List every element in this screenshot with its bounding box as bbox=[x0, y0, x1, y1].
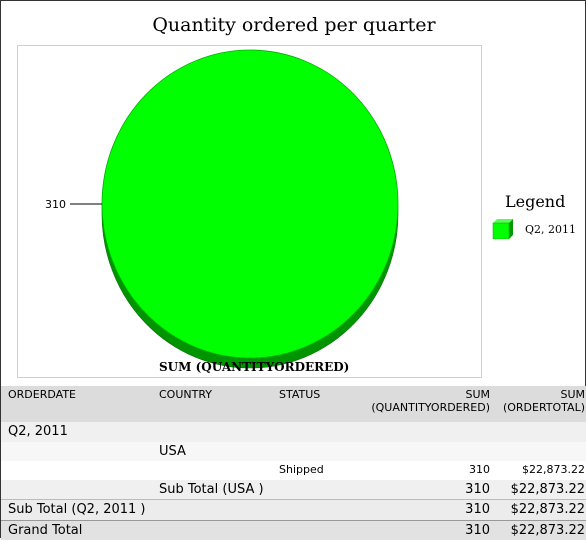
subtotal-quarter-total: $22,873.22 bbox=[492, 500, 586, 521]
group-row-country: USA bbox=[1, 442, 586, 461]
header-quantity-line1: SUM bbox=[355, 388, 490, 401]
subtotal-quarter-row: Sub Total (Q2, 2011 ) 310 $22,873.22 bbox=[1, 500, 586, 521]
subtotal-quarter-label: Sub Total (Q2, 2011 ) bbox=[1, 500, 348, 521]
header-quantity-line2: (QUANTITYORDERED) bbox=[355, 401, 490, 414]
chart-title: Quantity ordered per quarter bbox=[1, 14, 586, 36]
grand-total-quantity: 310 bbox=[348, 521, 492, 540]
subtotal-country-label: Sub Total (USA ) bbox=[152, 480, 348, 500]
grand-total-label: Grand Total bbox=[1, 521, 348, 540]
subtotal-country-row: Sub Total (USA ) 310 $22,873.22 bbox=[1, 480, 586, 500]
header-ordertotal-line1: SUM bbox=[499, 388, 585, 401]
group-quarter-label: Q2, 2011 bbox=[1, 422, 152, 442]
report-table: ORDERDATE COUNTRY STATUS SUM (QUANTITYOR… bbox=[1, 386, 586, 540]
pie-slice-0 bbox=[102, 50, 398, 358]
detail-row: Shipped 310 $22,873.22 bbox=[1, 461, 586, 480]
pie-value-label-0: 310 bbox=[45, 198, 66, 211]
header-quantity: SUM (QUANTITYORDERED) bbox=[348, 386, 492, 422]
header-orderdate: ORDERDATE bbox=[1, 386, 152, 422]
group-country-label: USA bbox=[152, 442, 272, 461]
legend-swatch bbox=[491, 217, 513, 239]
header-country: COUNTRY bbox=[152, 386, 272, 422]
group-row-quarter: Q2, 2011 bbox=[1, 422, 586, 442]
header-ordertotal-line2: (ORDERTOTAL) bbox=[499, 401, 585, 414]
subtotal-country-total: $22,873.22 bbox=[492, 480, 586, 500]
subtotal-country-quantity: 310 bbox=[348, 480, 492, 500]
subtotal-quarter-quantity: 310 bbox=[348, 500, 492, 521]
detail-ordertotal: $22,873.22 bbox=[492, 461, 586, 480]
header-ordertotal: SUM (ORDERTOTAL) bbox=[492, 386, 586, 422]
legend-label: Q2, 2011 bbox=[525, 223, 576, 236]
plot-area: 310 bbox=[17, 45, 482, 378]
grand-total-row: Grand Total 310 $22,873.22 bbox=[1, 521, 586, 540]
header-status: STATUS bbox=[272, 386, 348, 422]
legend-title: Legend bbox=[505, 192, 565, 211]
pie-chart: 310 bbox=[18, 46, 481, 377]
grand-total-total: $22,873.22 bbox=[492, 521, 586, 540]
detail-status: Shipped bbox=[272, 461, 348, 480]
x-axis-label: SUM (QUANTITYORDERED) bbox=[159, 360, 349, 374]
table-header-row: ORDERDATE COUNTRY STATUS SUM (QUANTITYOR… bbox=[1, 386, 586, 422]
detail-quantity: 310 bbox=[348, 461, 492, 480]
